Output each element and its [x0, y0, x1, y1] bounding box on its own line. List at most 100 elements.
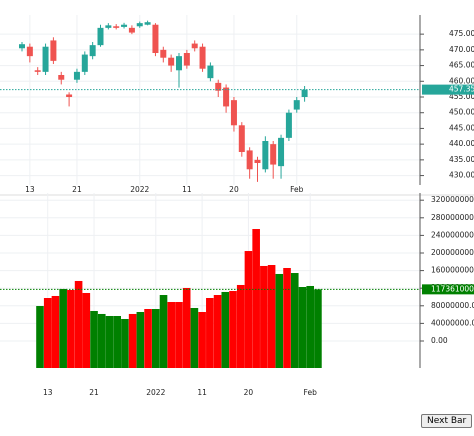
y-tick-label: 200000000.00	[431, 248, 474, 257]
candle-body	[121, 24, 128, 27]
y-tick-label: 465.00	[449, 61, 474, 70]
volume-bar	[298, 287, 307, 368]
candle-body	[207, 65, 214, 79]
x-tick-label: Feb	[290, 185, 304, 194]
x-tick-label: 11	[197, 388, 207, 397]
candle-body	[81, 54, 88, 72]
last-value-box	[422, 284, 474, 295]
y-tick-label: 40000000.00	[431, 318, 474, 327]
volume-bar	[190, 307, 199, 368]
next-bar-button[interactable]: Next Bar	[421, 414, 473, 428]
y-tick-label: 470.00	[449, 45, 474, 54]
last-value-label: 457.35	[449, 85, 474, 94]
x-tick-label: 2022	[146, 388, 165, 397]
y-tick-label: 280000000.00	[431, 213, 474, 222]
last-value-box	[422, 84, 474, 95]
candle-body	[278, 137, 285, 167]
y-tick-label: 320000000.00	[431, 195, 474, 204]
candle-body	[73, 71, 80, 80]
candle-body	[183, 53, 190, 66]
volume-bar	[144, 309, 152, 368]
y-tick-label: 475.00	[449, 29, 474, 38]
candle-body	[113, 26, 120, 28]
x-tick-label: 13	[25, 185, 35, 194]
y-tick-label: 440.00	[449, 139, 474, 148]
volume-bar	[314, 289, 322, 368]
x-tick-label: 21	[72, 185, 82, 194]
volume-bar	[113, 315, 121, 368]
volume-bar	[175, 302, 183, 368]
candle-body	[246, 150, 253, 170]
x-tick-label: 11	[182, 185, 192, 194]
volume-bar	[221, 291, 230, 368]
volume-bar	[152, 309, 160, 368]
x-tick-label: 20	[229, 185, 239, 194]
volume-bar	[206, 298, 214, 368]
candle-body	[301, 89, 308, 97]
candle-body	[42, 46, 49, 72]
volume-bar	[136, 311, 145, 368]
volume-bar	[244, 251, 253, 368]
y-tick-label: 450.00	[449, 108, 474, 117]
y-tick-label: 445.00	[449, 123, 474, 132]
y-tick-label: 80000000.00	[431, 301, 474, 310]
candle-body	[66, 94, 73, 97]
candle-body	[215, 82, 222, 91]
candle-body	[34, 70, 41, 72]
candle-body	[160, 49, 167, 58]
volume-bar	[213, 295, 222, 368]
volume-bar	[43, 298, 52, 368]
candle-body	[238, 125, 245, 152]
x-tick-label: 20	[244, 388, 254, 397]
candle-body	[199, 46, 206, 69]
x-tick-label: 13	[43, 388, 53, 397]
candle-body	[223, 87, 230, 107]
volume-bar	[59, 288, 67, 368]
candle-body	[168, 57, 175, 66]
volume-bar	[128, 313, 137, 368]
y-tick-label: 240000000.00	[431, 230, 474, 239]
candle-body	[262, 141, 269, 170]
candle-body	[176, 56, 182, 71]
candle-body	[285, 112, 292, 138]
x-tick-label: 21	[89, 388, 99, 397]
volume-bar	[236, 284, 245, 368]
volume-bar	[121, 318, 129, 368]
candle-body	[152, 24, 159, 53]
volume-bar	[267, 265, 276, 368]
candle-body	[128, 27, 135, 33]
volume-bar	[275, 273, 284, 368]
candle-body	[26, 46, 33, 57]
volume-bar	[97, 313, 106, 368]
volume-bar	[198, 311, 206, 368]
candle-body	[50, 40, 57, 61]
last-value-label: 117361000.00	[431, 284, 474, 293]
volume-bar	[105, 315, 114, 368]
volume-bar	[90, 310, 98, 368]
x-tick-label: Feb	[304, 388, 318, 397]
volume-bar	[290, 273, 299, 368]
y-tick-label: 460.00	[449, 76, 474, 85]
volume-bar	[283, 267, 291, 368]
candle-body	[97, 27, 104, 46]
candle-body	[105, 25, 112, 28]
volume-bar	[67, 289, 75, 368]
volume-bar	[36, 306, 44, 368]
candle-body	[19, 44, 25, 49]
volume-bar	[252, 229, 260, 368]
volume-bar	[51, 295, 60, 368]
candle-body	[58, 75, 65, 80]
volume-bar	[229, 291, 237, 368]
candle-body	[270, 144, 277, 165]
volume-bar	[74, 280, 83, 368]
y-tick-label: 160000000.00	[431, 266, 474, 275]
y-tick-label: 455.00	[449, 92, 474, 101]
candle-body	[254, 159, 261, 163]
volume-bar	[159, 295, 168, 368]
volume-bar	[82, 292, 91, 368]
y-tick-label: 435.00	[449, 155, 474, 164]
volume-bar	[182, 287, 191, 368]
candle-body	[136, 23, 143, 27]
